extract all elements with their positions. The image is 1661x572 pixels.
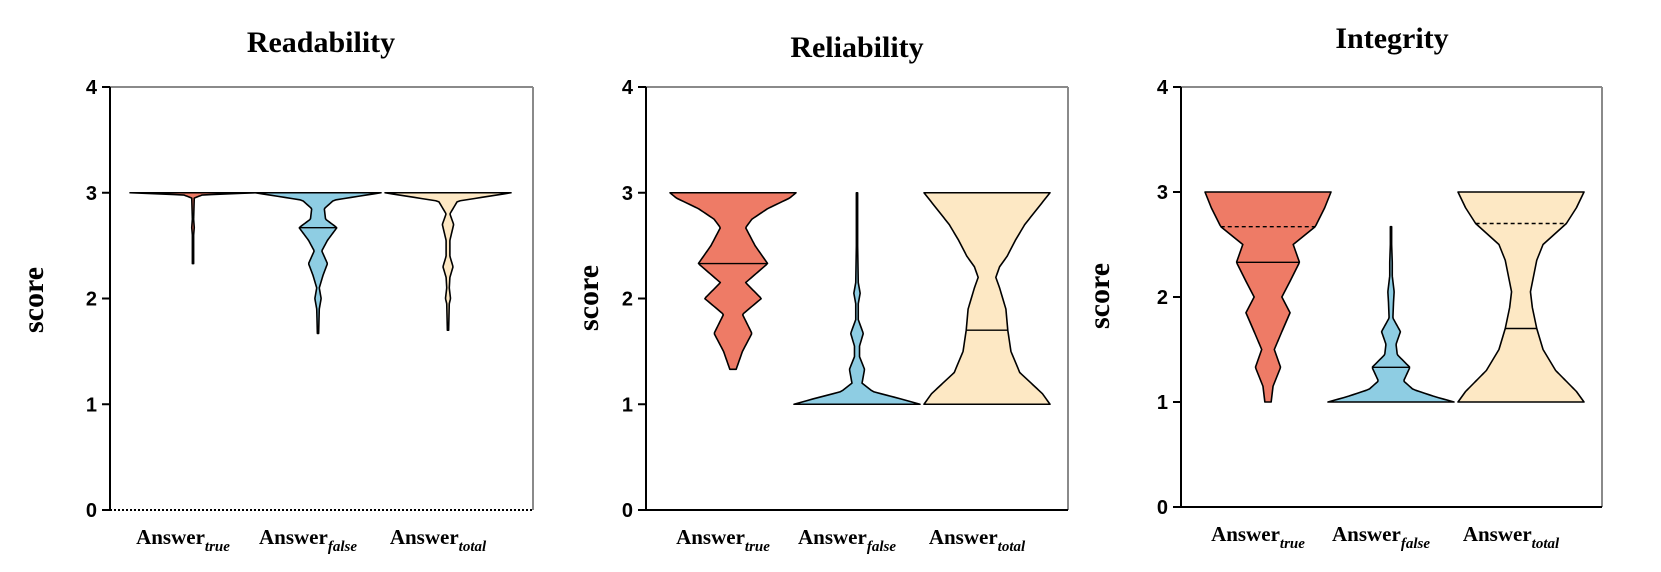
- x-tick-label: Answerfalse: [1332, 522, 1430, 552]
- violin-total: [1457, 191, 1585, 403]
- y-tick-label: 2: [1157, 287, 1168, 309]
- y-tick-label: 0: [1157, 497, 1168, 519]
- x-tick-label: Answertrue: [136, 525, 230, 555]
- chart-title: Integrity: [1335, 22, 1448, 55]
- y-tick-label: 4: [86, 77, 98, 99]
- y-tick-label: 1: [1157, 392, 1168, 414]
- violin-true: [1204, 191, 1332, 403]
- y-tick-label: 3: [622, 183, 633, 205]
- y-tick-label: 1: [86, 394, 97, 416]
- violin-total: [384, 191, 512, 332]
- x-tick-label: Answertrue: [676, 525, 770, 555]
- chart-title: Reliability: [790, 31, 923, 64]
- x-tick-label: Answerfalse: [798, 525, 896, 555]
- chart-title: Readability: [247, 26, 395, 59]
- chart-panel-1: 0 1 2 3 4 Readability score Answertrue Answerfal…: [17, 26, 534, 555]
- y-tick-label: 0: [86, 500, 97, 522]
- y-axis-label: score: [1083, 263, 1116, 329]
- y-tick-label: 3: [86, 183, 97, 205]
- x-tick-label: Answertotal: [390, 525, 487, 555]
- chart-panel-2: 0 1 2 3 4 Reliability score Answertrue Answerfal…: [572, 31, 1069, 555]
- y-tick-label: 4: [1157, 77, 1169, 99]
- violin-false: [1327, 225, 1455, 403]
- y-tick-label: 0: [622, 500, 633, 522]
- y-axis-label: score: [17, 267, 50, 333]
- y-axis-label: score: [572, 265, 605, 331]
- chart-panel-3: 0 1 2 3 4 Integrity score Answertrue Answerfalse…: [1083, 22, 1603, 552]
- x-tick-label: Answertrue: [1211, 522, 1305, 552]
- violin-true: [669, 191, 797, 371]
- y-tick-label: 1: [622, 394, 633, 416]
- x-tick-label: Answertotal: [1463, 522, 1560, 552]
- violin-total: [923, 191, 1051, 406]
- y-tick-label: 4: [622, 77, 634, 99]
- violin-false: [254, 191, 382, 335]
- violin-true: [129, 191, 257, 265]
- y-tick-label: 2: [86, 289, 97, 311]
- y-tick-label: 3: [1157, 182, 1168, 204]
- x-tick-label: Answertotal: [929, 525, 1026, 555]
- x-tick-label: Answerfalse: [259, 525, 357, 555]
- y-tick-label: 2: [622, 289, 633, 311]
- violin-false: [793, 191, 921, 406]
